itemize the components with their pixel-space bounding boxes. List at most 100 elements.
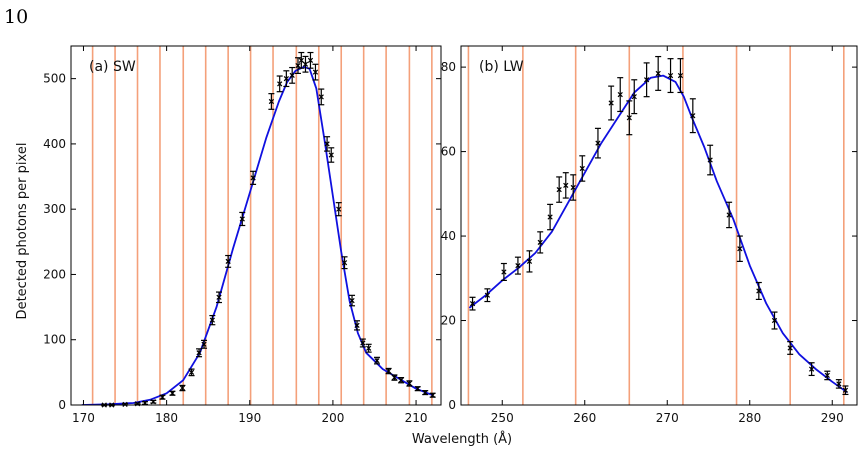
data-point-lw-24 <box>755 281 762 301</box>
panel-title-sw: (a) SW <box>89 59 136 75</box>
data-point-sw-8 <box>179 384 186 392</box>
data-point-sw-34 <box>365 343 372 353</box>
data-point-sw-40 <box>414 386 421 392</box>
x-tick-label-sw-1: 180 <box>155 411 178 425</box>
data-point-lw-22 <box>726 201 733 229</box>
data-point-sw-9 <box>188 368 195 377</box>
data-point-sw-38 <box>398 376 405 384</box>
y-tick-label-sw-5: 500 <box>43 72 66 86</box>
data-point-sw-30 <box>341 256 348 270</box>
x-tick-label-sw-2: 190 <box>238 411 261 425</box>
data-point-sw-17 <box>268 93 275 110</box>
y-tick-label-sw-1: 100 <box>43 333 66 347</box>
data-point-sw-14 <box>225 254 232 268</box>
data-point-sw-25 <box>312 63 319 81</box>
x-tick-label-lw-0: 250 <box>491 411 514 425</box>
x-tick-label-lw-1: 260 <box>573 411 596 425</box>
page-number: 10 <box>4 6 29 28</box>
data-point-sw-35 <box>373 356 380 365</box>
x-tick-label-lw-2: 270 <box>656 411 679 425</box>
x-tick-label-lw-4: 290 <box>821 411 844 425</box>
data-point-sw-39 <box>406 380 413 387</box>
data-point-sw-23 <box>302 55 309 73</box>
data-point-lw-16 <box>643 62 650 98</box>
y-tick-label-lw-1: 20 <box>441 314 456 328</box>
data-point-lw-25 <box>771 311 778 330</box>
panel-lw: 250 260 270 280 290 0 20 40 60 80 (b) LW <box>441 45 858 425</box>
data-point-lw-15 <box>631 79 638 115</box>
data-point-sw-7 <box>169 390 176 396</box>
data-point-sw-27 <box>324 136 331 152</box>
data-point-sw-28 <box>328 147 335 163</box>
data-point-sw-21 <box>294 57 301 75</box>
data-point-lw-10 <box>579 155 586 182</box>
y-tick-label-sw-0: 0 <box>58 398 66 412</box>
data-point-lw-0 <box>469 296 476 311</box>
data-point-sw-5 <box>150 399 157 405</box>
data-point-sw-36 <box>385 367 392 375</box>
data-point-lw-8 <box>562 172 569 199</box>
data-point-lw-28 <box>824 370 831 381</box>
data-point-lw-20 <box>689 98 696 134</box>
data-point-sw-15 <box>239 211 246 227</box>
x-tick-label-sw-3: 200 <box>321 411 344 425</box>
data-point-sw-20 <box>289 66 296 84</box>
data-point-sw-16 <box>250 170 257 185</box>
panel-sw: 170 180 190 200 210 0 100 200 300 400 500 (a) SW <box>43 45 442 425</box>
y-tick-label-lw-3: 60 <box>441 145 456 159</box>
data-point-lw-12 <box>608 85 615 121</box>
plot-frame-sw <box>70 45 442 406</box>
data-point-sw-32 <box>354 320 361 331</box>
data-point-sw-24 <box>307 51 314 69</box>
data-point-sw-10 <box>196 348 203 358</box>
fit-curve-lw <box>468 74 848 394</box>
data-point-sw-13 <box>216 291 222 304</box>
data-point-lw-9 <box>570 174 577 201</box>
data-point-lw-17 <box>655 55 662 91</box>
data-point-lw-29 <box>835 379 842 389</box>
data-point-sw-18 <box>276 75 283 93</box>
x-tick-label-sw-4: 210 <box>405 411 428 425</box>
data-point-lw-21 <box>707 144 714 176</box>
data-point-lw-7 <box>556 176 563 203</box>
data-point-lw-23 <box>736 235 743 262</box>
y-tick-label-lw-0: 0 <box>448 398 456 412</box>
data-point-sw-41 <box>422 389 429 396</box>
y-axis-label: Detected photons per pixel <box>15 143 30 320</box>
data-point-lw-11 <box>594 127 601 159</box>
data-point-sw-31 <box>349 294 356 307</box>
data-point-lw-6 <box>547 203 554 231</box>
data-point-lw-19 <box>677 58 684 94</box>
data-point-sw-42 <box>429 392 436 398</box>
data-point-sw-12 <box>209 314 216 326</box>
y-tick-label-sw-2: 200 <box>43 267 66 281</box>
data-point-sw-19 <box>283 70 290 88</box>
data-point-lw-13 <box>617 77 624 113</box>
data-point-sw-4 <box>142 400 148 406</box>
data-point-sw-11 <box>201 339 208 349</box>
x-axis-label: Wavelength (Å) <box>412 431 512 447</box>
fit-curve-sw <box>81 66 434 405</box>
plot-frame-lw <box>460 45 858 406</box>
data-point-sw-22 <box>298 51 305 69</box>
x-tick-label-lw-3: 280 <box>738 411 761 425</box>
data-point-lw-27 <box>808 362 815 377</box>
x-tick-label-sw-0: 170 <box>72 411 95 425</box>
data-point-lw-3 <box>514 256 521 275</box>
data-point-lw-5 <box>537 231 544 254</box>
data-point-sw-6 <box>159 394 166 400</box>
data-point-sw-29 <box>335 202 342 217</box>
data-point-lw-14 <box>626 100 633 136</box>
data-point-lw-26 <box>787 341 794 355</box>
y-tick-label-lw-4: 80 <box>441 60 456 74</box>
data-point-lw-2 <box>500 262 507 282</box>
data-point-lw-30 <box>842 385 849 396</box>
data-point-lw-18 <box>667 58 674 94</box>
data-point-lw-4 <box>526 250 533 273</box>
data-point-sw-26 <box>318 88 325 106</box>
panel-title-lw: (b) LW <box>479 59 524 75</box>
data-point-lw-1 <box>484 288 491 303</box>
data-point-sw-37 <box>391 374 398 381</box>
data-point-sw-33 <box>359 338 366 348</box>
